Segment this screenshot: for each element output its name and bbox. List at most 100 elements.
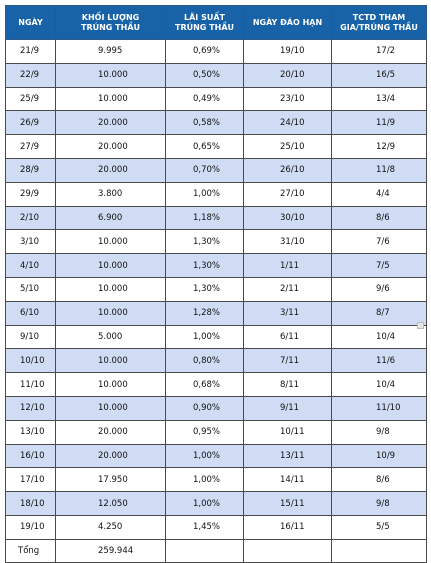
cell-maturity: 13/11 bbox=[243, 443, 332, 469]
header-maturity: NGÀY ĐÁO HẠN bbox=[243, 5, 332, 40]
table-row: 21/9 9.995 0,69% 19/10 17/2 bbox=[5, 39, 427, 64]
cell-volume: 10.000 bbox=[55, 86, 166, 112]
header-participants: TCTD THAM GIA/TRÚNG THẦU bbox=[331, 5, 427, 40]
cell-rate: 0,58% bbox=[165, 110, 244, 136]
cell-rate: 0,80% bbox=[165, 348, 244, 374]
cell-day: 18/10 bbox=[5, 491, 56, 516]
header-rate: LÃI SUẤT TRÚNG THẦU bbox=[165, 5, 244, 40]
cell-maturity: 19/10 bbox=[243, 39, 332, 64]
total-label: Tổng bbox=[5, 538, 56, 563]
cell-maturity: 20/10 bbox=[243, 62, 332, 88]
cell-maturity: 27/10 bbox=[243, 181, 332, 207]
table-total-row: Tổng 259.944 bbox=[5, 538, 427, 563]
cell-participants: 11/10 bbox=[331, 395, 427, 421]
cell-rate: 1,00% bbox=[165, 491, 244, 516]
table-row: 3/10 10.000 1,30% 31/10 7/6 bbox=[5, 229, 427, 255]
total-empty-cell bbox=[331, 538, 427, 563]
cell-maturity: 16/11 bbox=[243, 514, 332, 540]
cell-day: 13/10 bbox=[5, 419, 56, 445]
table-row: 11/10 10.000 0,68% 8/11 10/4 bbox=[5, 372, 427, 397]
table-body: 21/9 9.995 0,69% 19/10 17/2 22/9 10.000 0,50% 20… bbox=[5, 39, 427, 540]
cell-participants: 12/9 bbox=[331, 134, 427, 159]
cell-participants: 17/2 bbox=[331, 39, 427, 64]
cell-day: 6/10 bbox=[5, 300, 56, 326]
cell-participants: 11/6 bbox=[331, 348, 427, 374]
cell-maturity: 23/10 bbox=[243, 86, 332, 112]
cell-maturity: 30/10 bbox=[243, 205, 332, 231]
cell-volume: 10.000 bbox=[55, 372, 166, 397]
cell-maturity: 9/11 bbox=[243, 395, 332, 421]
cell-participants: 7/5 bbox=[331, 253, 427, 278]
cell-participants: 10/4 bbox=[331, 372, 427, 397]
cell-volume: 9.995 bbox=[55, 39, 166, 64]
cell-day: 3/10 bbox=[5, 229, 56, 255]
cell-maturity: 14/11 bbox=[243, 467, 332, 493]
cell-rate: 0,90% bbox=[165, 395, 244, 421]
cell-rate: 1,30% bbox=[165, 276, 244, 302]
table-row: 12/10 10.000 0,90% 9/11 11/10 bbox=[5, 395, 427, 421]
cell-maturity: 3/11 bbox=[243, 300, 332, 326]
cell-day: 29/9 bbox=[5, 181, 56, 207]
table-row: 28/9 20.000 0,70% 26/10 11/8 bbox=[5, 157, 427, 183]
cell-participants: 11/9 bbox=[331, 110, 427, 136]
cell-maturity: 15/11 bbox=[243, 491, 332, 516]
cell-maturity: 31/10 bbox=[243, 229, 332, 255]
cell-participants: 11/8 bbox=[331, 157, 427, 183]
cell-rate: 1,00% bbox=[165, 324, 244, 350]
cell-participants: 9/6 bbox=[331, 276, 427, 302]
table-row: 2/10 6.900 1,18% 30/10 8/6 bbox=[5, 205, 427, 231]
total-volume: 259.944 bbox=[55, 538, 166, 563]
cell-maturity: 25/10 bbox=[243, 134, 332, 159]
cell-volume: 10.000 bbox=[55, 395, 166, 421]
cell-maturity: 24/10 bbox=[243, 110, 332, 136]
cell-rate: 0,50% bbox=[165, 62, 244, 88]
cell-volume: 17.950 bbox=[55, 467, 166, 493]
cell-participants: 5/5 bbox=[331, 514, 427, 540]
cell-maturity: 10/11 bbox=[243, 419, 332, 445]
total-empty-cell bbox=[165, 538, 244, 563]
table-row: 18/10 12.050 1,00% 15/11 9/8 bbox=[5, 491, 427, 516]
table-row: 9/10 5.000 1,00% 6/11 10/4 bbox=[5, 324, 427, 350]
header-volume: KHỐI LƯỢNG TRÚNG THẦU bbox=[55, 5, 166, 40]
cell-rate: 0,49% bbox=[165, 86, 244, 112]
cell-day: 11/10 bbox=[5, 372, 56, 397]
header-day: NGÀY bbox=[5, 5, 56, 40]
scroll-handle-icon[interactable] bbox=[417, 322, 424, 329]
cell-day: 2/10 bbox=[5, 205, 56, 231]
cell-participants: 4/4 bbox=[331, 181, 427, 207]
table-row: 22/9 10.000 0,50% 20/10 16/5 bbox=[5, 62, 427, 88]
cell-volume: 5.000 bbox=[55, 324, 166, 350]
cell-rate: 1,30% bbox=[165, 229, 244, 255]
table-header-row: NGÀY KHỐI LƯỢNG TRÚNG THẦU LÃI SUẤT TRÚN… bbox=[5, 5, 427, 40]
cell-participants: 9/8 bbox=[331, 419, 427, 445]
cell-volume: 10.000 bbox=[55, 348, 166, 374]
table-row: 16/10 20.000 1,00% 13/11 10/9 bbox=[5, 443, 427, 469]
cell-volume: 12.050 bbox=[55, 491, 166, 516]
cell-day: 16/10 bbox=[5, 443, 56, 469]
cell-day: 28/9 bbox=[5, 157, 56, 183]
cell-volume: 10.000 bbox=[55, 229, 166, 255]
table-row: 17/10 17.950 1,00% 14/11 8/6 bbox=[5, 467, 427, 493]
table-row: 6/10 10.000 1,28% 3/11 8/7 bbox=[5, 300, 427, 326]
auction-results-table: NGÀY KHỐI LƯỢNG TRÚNG THẦU LÃI SUẤT TRÚN… bbox=[5, 5, 427, 563]
table-row: 29/9 3.800 1,00% 27/10 4/4 bbox=[5, 181, 427, 207]
cell-maturity: 6/11 bbox=[243, 324, 332, 350]
cell-day: 19/10 bbox=[5, 514, 56, 540]
cell-volume: 20.000 bbox=[55, 443, 166, 469]
cell-maturity: 1/11 bbox=[243, 253, 332, 278]
table-row: 13/10 20.000 0,95% 10/11 9/8 bbox=[5, 419, 427, 445]
table-row: 19/10 4.250 1,45% 16/11 5/5 bbox=[5, 514, 427, 540]
table-row: 10/10 10.000 0,80% 7/11 11/6 bbox=[5, 348, 427, 374]
cell-volume: 10.000 bbox=[55, 300, 166, 326]
cell-participants: 9/8 bbox=[331, 491, 427, 516]
cell-rate: 1,28% bbox=[165, 300, 244, 326]
auction-results-table-container: NGÀY KHỐI LƯỢNG TRÚNG THẦU LÃI SUẤT TRÚN… bbox=[5, 5, 428, 563]
total-empty-cell bbox=[243, 538, 332, 563]
cell-day: 26/9 bbox=[5, 110, 56, 136]
cell-volume: 20.000 bbox=[55, 419, 166, 445]
cell-day: 25/9 bbox=[5, 86, 56, 112]
cell-participants: 8/7 bbox=[331, 300, 427, 326]
cell-volume: 20.000 bbox=[55, 134, 166, 159]
cell-rate: 0,65% bbox=[165, 134, 244, 159]
table-row: 27/9 20.000 0,65% 25/10 12/9 bbox=[5, 134, 427, 159]
